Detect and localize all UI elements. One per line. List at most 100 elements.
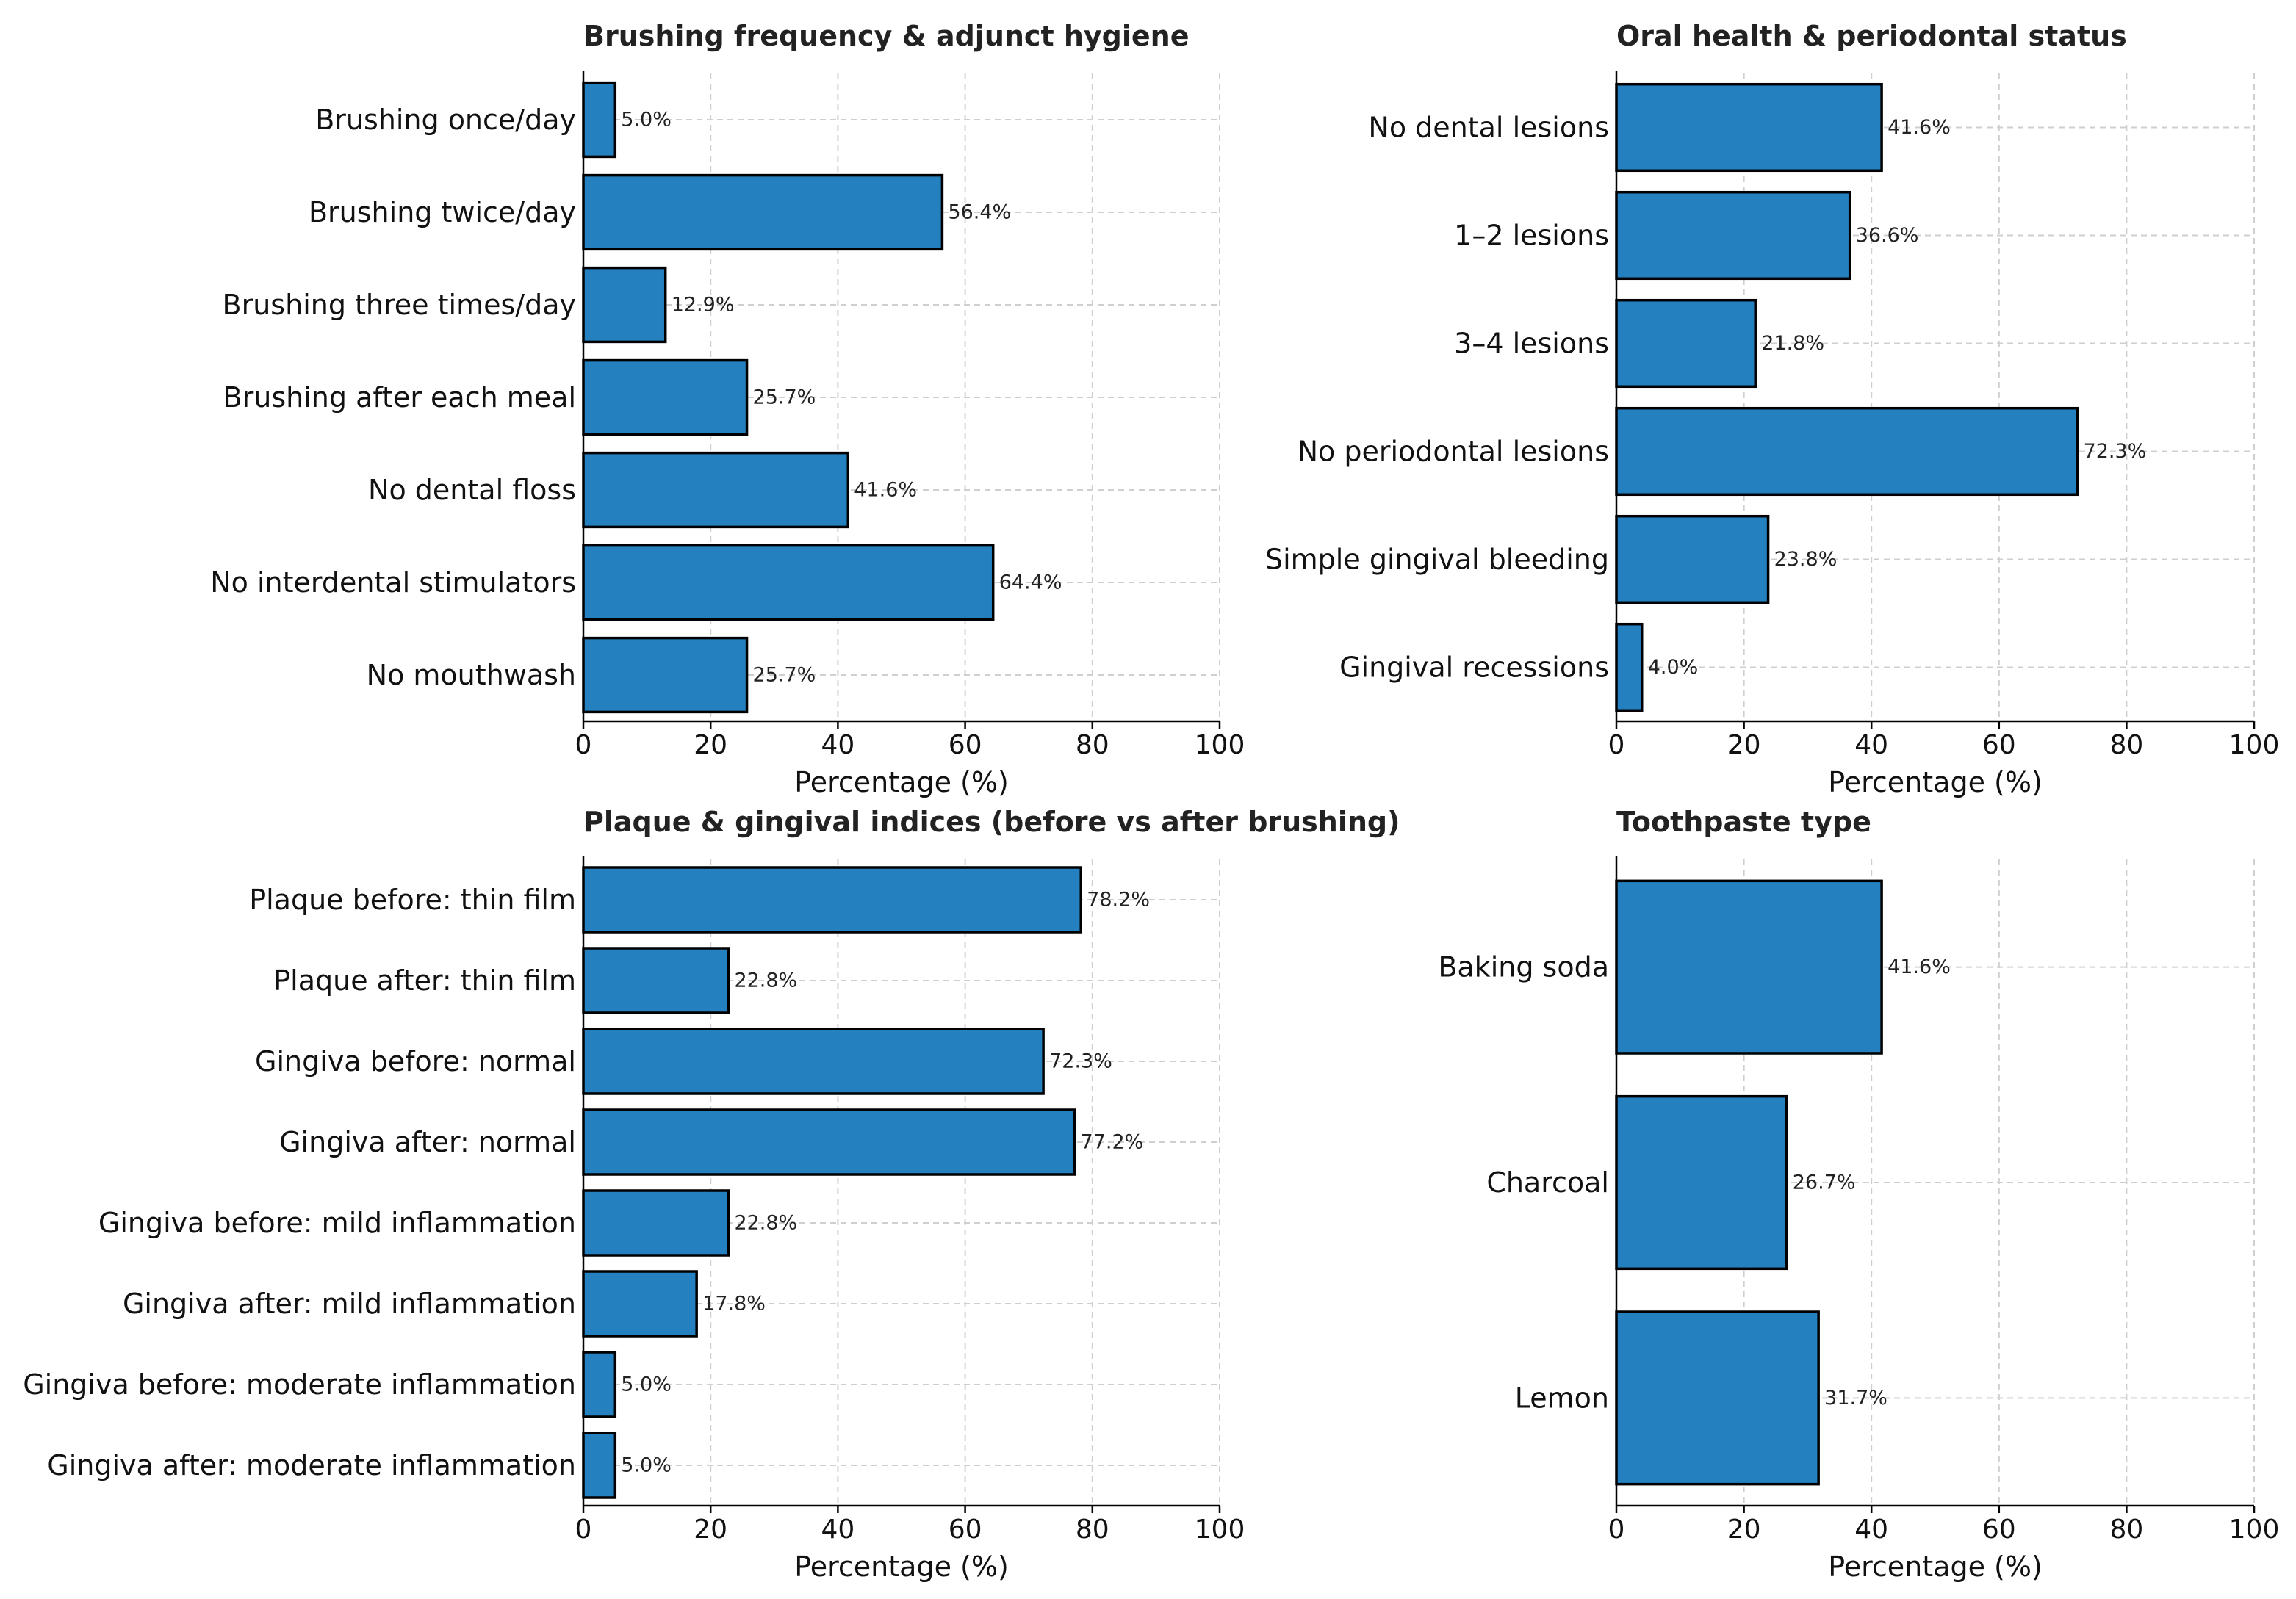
bar bbox=[1615, 879, 1883, 1055]
bar bbox=[1615, 1094, 1788, 1271]
category-label: Brushing after each meal bbox=[223, 381, 576, 414]
bar bbox=[1615, 406, 2079, 497]
bar bbox=[1615, 298, 1757, 389]
x-tick-label: 40 bbox=[821, 730, 854, 760]
value-label: 77.2% bbox=[1081, 1131, 1144, 1154]
x-tick-label: 0 bbox=[575, 730, 592, 760]
category-label: 3–4 lesions bbox=[1454, 328, 1609, 360]
bar bbox=[1615, 622, 1644, 712]
bar bbox=[582, 1189, 730, 1257]
x-tick-label: 60 bbox=[1982, 730, 2016, 760]
value-label: 4.0% bbox=[1648, 656, 1699, 679]
x-axis-label: Percentage (%) bbox=[1828, 766, 2043, 798]
bar bbox=[582, 81, 617, 159]
x-tick-label: 20 bbox=[694, 730, 727, 760]
value-label: 5.0% bbox=[621, 1374, 672, 1396]
x-tick-label: 20 bbox=[1727, 730, 1761, 760]
bar bbox=[582, 173, 944, 251]
bar bbox=[582, 1351, 617, 1418]
chart-panel-2: No dental lesions 41.6% 1–2 lesions 36.6% 3–… bbox=[1265, 20, 2279, 798]
category-label: Plaque before: thin film bbox=[249, 884, 576, 916]
panel-title: Toothpaste type bbox=[1616, 806, 1871, 838]
value-label: 17.8% bbox=[702, 1293, 766, 1315]
category-label: No dental floss bbox=[368, 474, 576, 506]
category-label: Plaque after: thin film bbox=[273, 964, 576, 997]
bar bbox=[582, 358, 749, 436]
bar bbox=[1615, 514, 1770, 604]
category-label: 1–2 lesions bbox=[1454, 220, 1609, 252]
category-label: Gingiva after: moderate inflammation bbox=[47, 1449, 576, 1481]
x-tick-label: 100 bbox=[1195, 1515, 1245, 1545]
panel-title: Brushing frequency & adjunct hygiene bbox=[583, 20, 1190, 52]
x-tick-label: 40 bbox=[821, 1515, 854, 1545]
bar bbox=[582, 1108, 1076, 1176]
value-label: 12.9% bbox=[672, 294, 735, 317]
x-tick-label: 100 bbox=[2229, 730, 2280, 760]
x-axis-label: Percentage (%) bbox=[794, 766, 1009, 798]
bar bbox=[582, 1270, 698, 1338]
category-label: Brushing once/day bbox=[315, 104, 576, 136]
bar bbox=[582, 451, 850, 529]
category-label: Lemon bbox=[1515, 1382, 1609, 1414]
category-label: No interdental stimulators bbox=[210, 566, 576, 599]
value-label: 22.8% bbox=[734, 970, 797, 992]
panel-title: Oral health & periodontal status bbox=[1616, 20, 2127, 52]
value-label: 41.6% bbox=[1887, 116, 1951, 139]
category-label: Gingiva after: normal bbox=[279, 1126, 576, 1158]
x-tick-label: 100 bbox=[1195, 730, 1245, 760]
x-tick-label: 80 bbox=[2109, 730, 2143, 760]
bar bbox=[1615, 82, 1883, 173]
value-label: 5.0% bbox=[621, 109, 672, 131]
value-label: 72.3% bbox=[1049, 1050, 1112, 1073]
value-label: 56.4% bbox=[948, 201, 1011, 224]
x-tick-label: 60 bbox=[949, 1515, 982, 1545]
bar bbox=[582, 947, 730, 1014]
bar bbox=[582, 544, 995, 621]
category-label: Gingiva before: mild inflammation bbox=[98, 1207, 576, 1239]
bar bbox=[582, 866, 1082, 934]
value-label: 36.6% bbox=[1856, 224, 1919, 247]
category-label: No mouthwash bbox=[367, 659, 576, 691]
x-tick-label: 80 bbox=[1076, 1515, 1109, 1545]
x-tick-label: 80 bbox=[1076, 730, 1109, 760]
x-tick-label: 0 bbox=[1608, 730, 1625, 760]
value-label: 31.7% bbox=[1824, 1387, 1887, 1409]
category-label: Gingiva before: normal bbox=[255, 1045, 576, 1078]
category-label: Charcoal bbox=[1486, 1166, 1609, 1199]
x-tick-label: 100 bbox=[2229, 1515, 2280, 1545]
bar bbox=[582, 266, 667, 344]
bar bbox=[582, 1028, 1045, 1095]
x-tick-label: 40 bbox=[1854, 1515, 1888, 1545]
x-tick-label: 20 bbox=[694, 1515, 727, 1545]
category-label: Gingiva after: mild inflammation bbox=[123, 1288, 576, 1320]
value-label: 22.8% bbox=[734, 1212, 797, 1235]
value-label: 25.7% bbox=[753, 386, 816, 409]
value-label: 72.3% bbox=[2084, 440, 2147, 463]
x-tick-label: 0 bbox=[1608, 1515, 1625, 1545]
chart-panel-4: Baking soda 41.6% Charcoal 26.7% Lemon 31.7% 0… bbox=[1438, 806, 2279, 1583]
value-label: 25.7% bbox=[753, 664, 816, 687]
value-label: 21.8% bbox=[1761, 332, 1824, 355]
value-label: 26.7% bbox=[1793, 1172, 1856, 1194]
x-tick-label: 40 bbox=[1854, 730, 1888, 760]
x-tick-label: 60 bbox=[1982, 1515, 2016, 1545]
value-label: 5.0% bbox=[621, 1454, 672, 1477]
bar bbox=[1615, 190, 1851, 281]
value-label: 78.2% bbox=[1087, 889, 1150, 912]
value-label: 23.8% bbox=[1774, 548, 1838, 571]
x-tick-label: 20 bbox=[1727, 1515, 1761, 1545]
category-label: Baking soda bbox=[1438, 951, 1609, 983]
bar bbox=[1615, 1310, 1820, 1486]
x-axis-label: Percentage (%) bbox=[1828, 1551, 2043, 1583]
panel-title: Plaque & gingival indices (before vs aft… bbox=[583, 806, 1400, 838]
category-label: No dental lesions bbox=[1368, 112, 1609, 144]
value-label: 41.6% bbox=[854, 479, 917, 502]
value-label: 41.6% bbox=[1887, 956, 1951, 978]
category-label: Gingival recessions bbox=[1339, 651, 1609, 684]
category-label: Brushing three times/day bbox=[223, 289, 576, 321]
bar bbox=[582, 636, 749, 714]
chart-panel-3: Plaque before: thin film 78.2% Plaque afte… bbox=[23, 806, 1400, 1583]
x-tick-label: 60 bbox=[949, 730, 982, 760]
category-label: Gingiva before: moderate inflammation bbox=[23, 1368, 576, 1401]
